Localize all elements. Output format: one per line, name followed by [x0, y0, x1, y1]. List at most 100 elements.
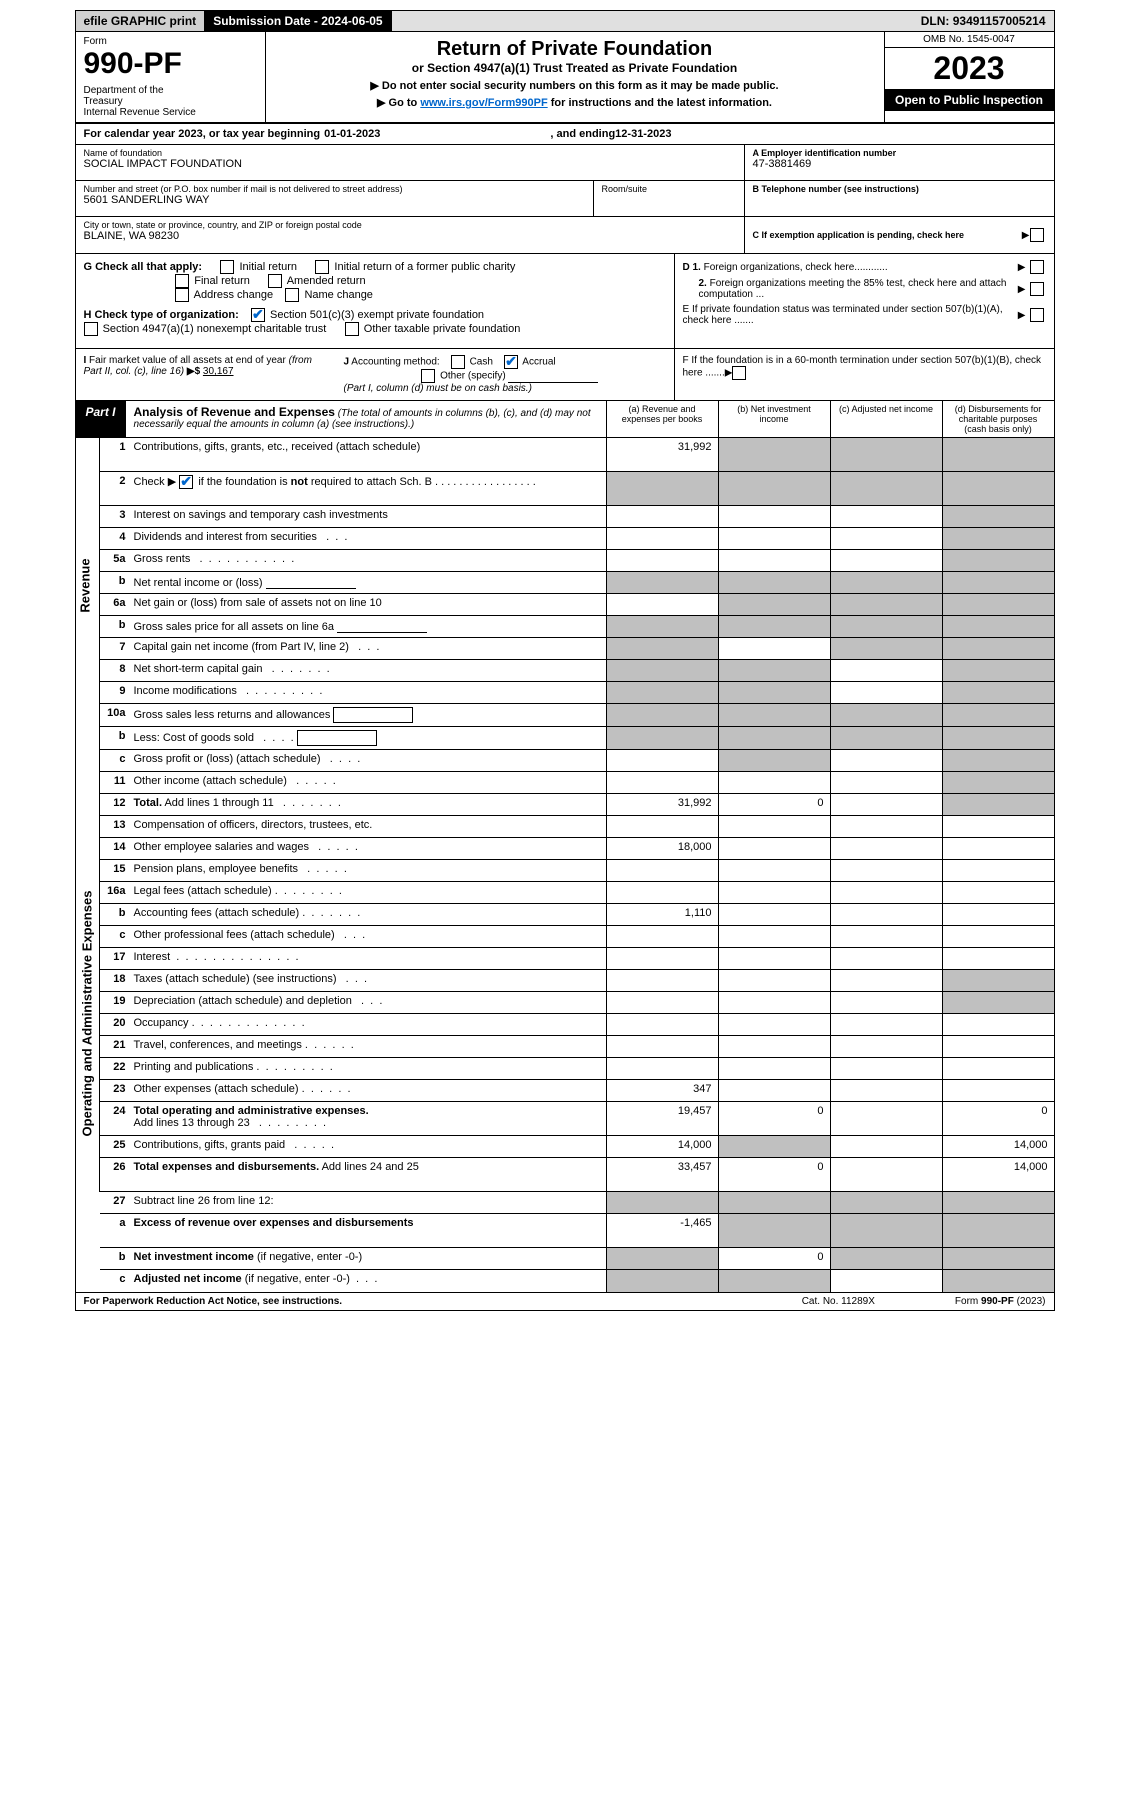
- note-1: ▶ Do not enter social security numbers o…: [272, 79, 878, 92]
- page-footer: For Paperwork Reduction Act Notice, see …: [76, 1292, 1054, 1310]
- city-value: BLAINE, WA 98230: [84, 230, 736, 242]
- omb-number: OMB No. 1545-0047: [885, 32, 1054, 48]
- initial-return-checkbox[interactable]: [220, 260, 234, 274]
- table-row: 12Total. Add lines 1 through 11 . . . . …: [100, 794, 1054, 816]
- tax-year: 2023: [885, 48, 1054, 89]
- year-end: 12-31-2023: [615, 128, 671, 140]
- d1-checkbox[interactable]: [1030, 260, 1044, 274]
- note-2: ▶ Go to www.irs.gov/Form990PF for instru…: [272, 96, 878, 109]
- table-row: bNet rental income or (loss): [100, 572, 1054, 594]
- year-end-label: , and ending: [550, 128, 615, 140]
- arrow-icon: ▶: [1018, 262, 1026, 273]
- table-row: 14Other employee salaries and wages . . …: [100, 838, 1054, 860]
- opts-left: G Check all that apply: Initial return I…: [76, 254, 674, 348]
- revenue-sidelabel: Revenue: [76, 438, 100, 816]
- table-row: 18Taxes (attach schedule) (see instructi…: [100, 970, 1054, 992]
- e-checkbox[interactable]: [1030, 308, 1044, 322]
- d2-checkbox[interactable]: [1030, 282, 1044, 296]
- table-row: 27Subtract line 26 from line 12:: [100, 1192, 1054, 1214]
- amended-return-checkbox[interactable]: [268, 274, 282, 288]
- ein-value: 47-3881469: [753, 158, 1046, 170]
- arrow-icon: ▶: [1022, 230, 1030, 241]
- other-taxable-checkbox[interactable]: [345, 322, 359, 336]
- header-left: Form 990-PF Department of theTreasuryInt…: [76, 32, 266, 122]
- accrual-checkbox[interactable]: [504, 355, 518, 369]
- table-row: aExcess of revenue over expenses and dis…: [100, 1214, 1054, 1248]
- cash-checkbox[interactable]: [451, 355, 465, 369]
- section-4947-checkbox[interactable]: [84, 322, 98, 336]
- entity-right: A Employer identification number 47-3881…: [744, 145, 1054, 253]
- c-checkbox[interactable]: [1030, 228, 1044, 242]
- irs-link[interactable]: www.irs.gov/Form990PF: [420, 97, 547, 109]
- table-row: 3Interest on savings and temporary cash …: [100, 506, 1054, 528]
- table-row: cGross profit or (loss) (attach schedule…: [100, 750, 1054, 772]
- table-row: 4Dividends and interest from securities …: [100, 528, 1054, 550]
- other-acct-checkbox[interactable]: [421, 369, 435, 383]
- table-row: 11Other income (attach schedule) . . . .…: [100, 772, 1054, 794]
- f-row: F If the foundation is in a 60-month ter…: [674, 349, 1054, 400]
- table-row: 1Contributions, gifts, grants, etc., rec…: [100, 438, 1054, 472]
- calendar-row: For calendar year 2023, or tax year begi…: [76, 124, 1054, 145]
- schb-checkbox[interactable]: [179, 475, 193, 489]
- submission-date: Submission Date - 2024-06-05: [205, 11, 391, 31]
- table-row: 13Compensation of officers, directors, t…: [100, 816, 1054, 838]
- arrow-icon: ▶: [1018, 310, 1026, 321]
- table-row: 22Printing and publications . . . . . . …: [100, 1058, 1054, 1080]
- table-row: 9Income modifications . . . . . . . . .: [100, 682, 1054, 704]
- form-number: 990-PF: [84, 47, 257, 81]
- room-cell: Room/suite: [594, 181, 744, 217]
- table-row: 21Travel, conferences, and meetings . . …: [100, 1036, 1054, 1058]
- table-row: 16aLegal fees (attach schedule) . . . . …: [100, 882, 1054, 904]
- g-row: G Check all that apply: Initial return I…: [84, 260, 666, 302]
- address-change-checkbox[interactable]: [175, 288, 189, 302]
- table-row: bLess: Cost of goods sold . . . .: [100, 727, 1054, 750]
- d1-row: D 1. Foreign organizations, check here..…: [683, 260, 1046, 274]
- ein-row: A Employer identification number 47-3881…: [745, 145, 1054, 181]
- part1-desc: Analysis of Revenue and Expenses (The to…: [126, 401, 606, 437]
- arrow-icon: ▶: [725, 368, 733, 379]
- address-row: Number and street (or P.O. box number if…: [76, 181, 744, 217]
- city-row: City or town, state or province, country…: [76, 217, 744, 253]
- efile-label[interactable]: efile GRAPHIC print: [76, 11, 206, 31]
- final-return-checkbox[interactable]: [175, 274, 189, 288]
- table-row: cOther professional fees (attach schedul…: [100, 926, 1054, 948]
- col-c-header: (c) Adjusted net income: [830, 401, 942, 437]
- table-row: 26Total expenses and disbursements. Add …: [100, 1158, 1054, 1192]
- accounting-row: I Fair market value of all assets at end…: [76, 349, 1054, 401]
- dln-label: DLN: 93491157005214: [913, 11, 1054, 31]
- table-row: bGross sales price for all assets on lin…: [100, 616, 1054, 638]
- revenue-table: Revenue 1Contributions, gifts, grants, e…: [76, 438, 1054, 816]
- fmv-block: I Fair market value of all assets at end…: [84, 355, 324, 394]
- f-checkbox[interactable]: [732, 366, 746, 380]
- section-501c3-checkbox[interactable]: [251, 308, 265, 322]
- table-row: bAccounting fees (attach schedule) . . .…: [100, 904, 1054, 926]
- initial-former-checkbox[interactable]: [315, 260, 329, 274]
- col-a-header: (a) Revenue and expenses per books: [606, 401, 718, 437]
- table-row: 8Net short-term capital gain . . . . . .…: [100, 660, 1054, 682]
- form-ref: Form 990-PF (2023): [955, 1296, 1046, 1307]
- fmv-amount: 30,167: [203, 366, 234, 377]
- col-d-header: (d) Disbursements for charitable purpose…: [942, 401, 1054, 437]
- other-specify-input[interactable]: [508, 369, 598, 383]
- table-row: 2Check ▶ if the foundation is not requir…: [100, 472, 1054, 506]
- pra-notice: For Paperwork Reduction Act Notice, see …: [84, 1296, 802, 1307]
- foundation-name: SOCIAL IMPACT FOUNDATION: [84, 158, 736, 170]
- table-row: bNet investment income (if negative, ent…: [100, 1248, 1054, 1270]
- table-row: 15Pension plans, employee benefits . . .…: [100, 860, 1054, 882]
- name-change-checkbox[interactable]: [285, 288, 299, 302]
- opts-right: D 1. Foreign organizations, check here..…: [674, 254, 1054, 348]
- col-b-header: (b) Net investment income: [718, 401, 830, 437]
- table-row: 5aGross rents . . . . . . . . . . .: [100, 550, 1054, 572]
- options-block: G Check all that apply: Initial return I…: [76, 254, 1054, 349]
- form-page: efile GRAPHIC print Submission Date - 20…: [75, 10, 1055, 1311]
- j-block: J Accounting method: Cash Accrual Other …: [324, 355, 666, 394]
- table-row: cAdjusted net income (if negative, enter…: [100, 1270, 1054, 1292]
- entity-block: Name of foundation SOCIAL IMPACT FOUNDAT…: [76, 145, 1054, 254]
- table-row: 7Capital gain net income (from Part IV, …: [100, 638, 1054, 660]
- top-bar: efile GRAPHIC print Submission Date - 20…: [76, 11, 1054, 32]
- acct-left: I Fair market value of all assets at end…: [76, 349, 674, 400]
- form-word: Form: [84, 36, 257, 47]
- form-header: Form 990-PF Department of theTreasuryInt…: [76, 32, 1054, 124]
- d2-row: 2. Foreign organizations meeting the 85%…: [683, 278, 1046, 300]
- header-center: Return of Private Foundation or Section …: [266, 32, 884, 122]
